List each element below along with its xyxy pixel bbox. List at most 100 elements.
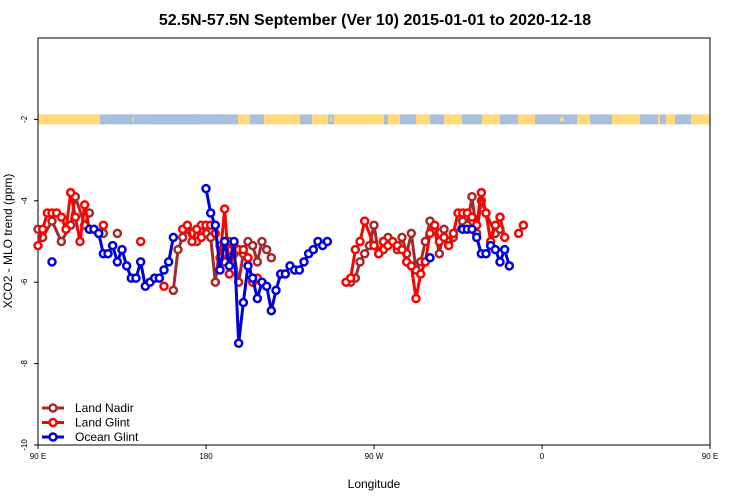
data-point (355, 236, 365, 247)
data-point (513, 228, 524, 239)
data-point (168, 285, 179, 296)
data-point (266, 253, 277, 263)
data-point (448, 228, 459, 239)
data-point (429, 220, 440, 230)
land-patch (246, 117, 249, 122)
data-point (229, 236, 239, 247)
legend-marker (48, 432, 58, 442)
data-point (219, 236, 230, 247)
data-point (397, 244, 407, 255)
data-point (322, 236, 333, 247)
data-point (201, 183, 211, 194)
data-point (425, 228, 435, 239)
data-point (61, 224, 71, 235)
land-patch (392, 117, 395, 122)
data-point (490, 220, 501, 230)
data-point (369, 220, 379, 230)
data-point (75, 236, 85, 247)
data-point (112, 228, 123, 239)
legend-label: Land Nadir (75, 401, 134, 415)
data-point (233, 338, 244, 348)
ocean-patch (462, 114, 482, 125)
land-patch (560, 117, 564, 122)
data-point (103, 248, 113, 259)
data-point (261, 281, 272, 292)
data-point (247, 273, 258, 283)
data-point (425, 253, 435, 263)
land-mask-band (38, 114, 710, 125)
data-point (406, 228, 417, 239)
data-point (411, 293, 421, 304)
data-point (266, 305, 277, 316)
data-point (79, 200, 90, 210)
data-point (280, 269, 291, 279)
ocean-patch (500, 114, 518, 125)
data-point (215, 265, 225, 275)
y-tick-label: -8 (20, 359, 29, 367)
data-point (56, 236, 67, 247)
x-axis-ticks: 90 E 180 90 W 0 90 E (30, 445, 718, 461)
data-point (308, 244, 319, 255)
data-point (196, 232, 207, 243)
data-point (98, 220, 109, 230)
data-point (93, 228, 104, 239)
data-point (467, 224, 477, 235)
data-point (224, 261, 235, 271)
ocean-patch (590, 114, 612, 125)
x-tick-label: 180 (199, 452, 213, 461)
series-ocean-glint (47, 183, 515, 348)
data-point (163, 257, 174, 267)
x-axis-label: Longitude (348, 477, 401, 491)
ocean-patch (118, 114, 122, 125)
data-point (37, 224, 48, 235)
data-point (112, 257, 123, 267)
data-point (243, 253, 253, 263)
data-point (182, 220, 193, 230)
land-patch (132, 117, 134, 122)
ocean-patch (384, 114, 388, 125)
ocean-patch (218, 114, 226, 125)
data-point (135, 257, 146, 267)
data-point (406, 261, 417, 271)
data-point (471, 232, 482, 243)
data-point (490, 244, 501, 255)
y-axis-label: XCO2 - MLO trend (ppm) (1, 174, 15, 309)
data-point (70, 212, 81, 222)
data-point (499, 244, 510, 255)
ocean-patch (112, 114, 114, 125)
data-point (495, 212, 505, 222)
data-point (499, 232, 510, 243)
ocean-patch (640, 114, 658, 125)
data-point (243, 261, 253, 271)
data-point (467, 212, 477, 222)
data-point (257, 236, 267, 247)
data-point (210, 220, 221, 230)
data-point (373, 248, 384, 259)
data-point (439, 232, 449, 243)
data-point (467, 191, 477, 202)
data-point (117, 244, 127, 255)
land-band-base (38, 114, 710, 125)
data-point (173, 244, 183, 255)
series-layer (33, 183, 529, 348)
data-point (159, 265, 169, 275)
data-point (65, 187, 76, 198)
data-point (350, 244, 361, 255)
y-tick-label: -6 (20, 278, 29, 286)
x-tick-label: 90 W (365, 452, 384, 461)
data-point (359, 248, 370, 259)
data-point (355, 257, 365, 267)
y-tick-label: -10 (20, 439, 29, 451)
data-point (224, 269, 235, 279)
data-point (518, 220, 529, 230)
ocean-patch (535, 114, 577, 125)
data-point (481, 208, 491, 218)
data-point (247, 240, 258, 251)
data-point (299, 257, 309, 267)
data-point (481, 248, 491, 259)
data-point (168, 232, 179, 243)
data-point (415, 269, 426, 279)
data-point (271, 285, 281, 296)
